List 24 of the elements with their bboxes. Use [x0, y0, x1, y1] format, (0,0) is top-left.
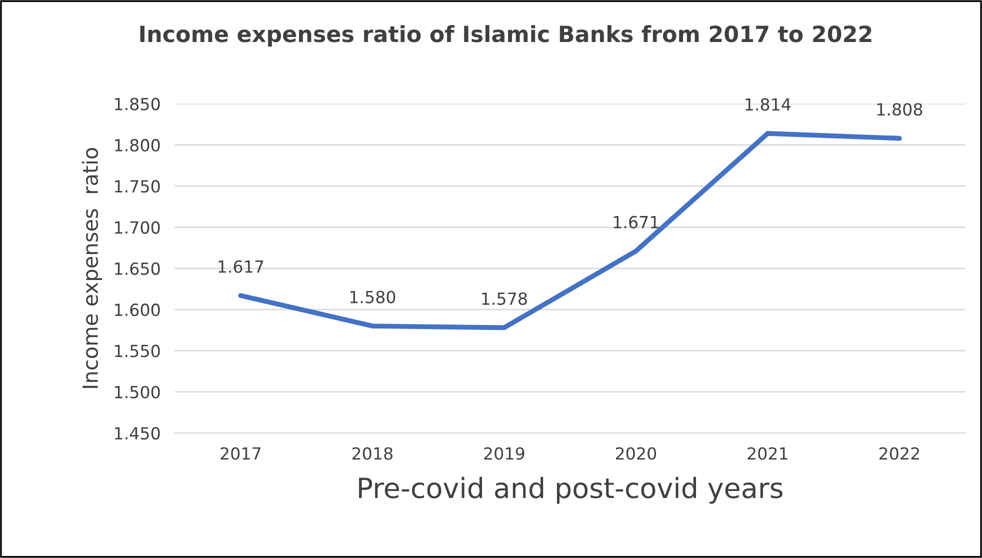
y-axis-title: Income expenses ratio [82, 148, 102, 388]
y-tick-label: 1.650 [115, 262, 160, 275]
data-label: 1.671 [614, 216, 658, 228]
x-tick-label: 2021 [748, 447, 788, 460]
data-label: 1.617 [218, 260, 264, 273]
x-tick-label: 2019 [484, 447, 524, 460]
y-tick-label: 1.700 [115, 221, 160, 234]
chart-title: Income expenses ratio of Islamic Banks from 2017 to 2022 [140, 25, 872, 47]
data-label: 1.578 [482, 292, 527, 305]
y-tick-label: 1.550 [115, 344, 160, 358]
x-tick-label: 2017 [220, 447, 260, 460]
y-tick-label: 1.450 [115, 426, 160, 440]
x-tick-label: 2018 [352, 447, 392, 460]
y-tick-label: 1.750 [115, 180, 160, 193]
data-label: 1.808 [877, 103, 922, 116]
data-label: 1.814 [746, 98, 791, 111]
x-tick-label: 2020 [616, 447, 656, 460]
y-tick-label: 1.600 [115, 304, 160, 316]
y-tick-label: 1.800 [115, 138, 160, 152]
data-label: 1.580 [350, 290, 396, 304]
x-axis-title: Pre-covid and post-covid years [359, 476, 782, 504]
y-tick-label: 1.850 [115, 98, 160, 110]
y-tick-label: 1.500 [115, 386, 160, 398]
x-tick-label: 2022 [879, 447, 919, 460]
